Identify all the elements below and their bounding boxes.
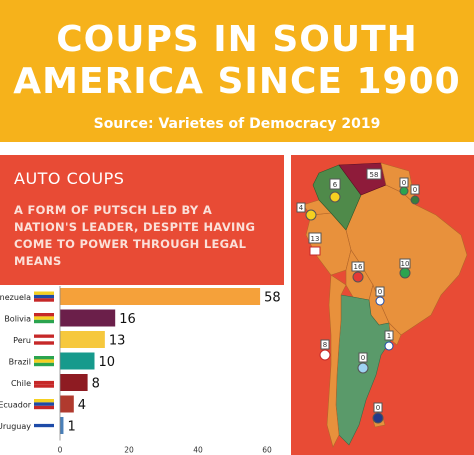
map-marker-bolivia: 16 — [351, 261, 365, 283]
map-marker-brazil: 10 — [399, 258, 411, 279]
panel-title: AUTO COUPS — [14, 169, 125, 188]
flag-icon — [34, 377, 54, 381]
x-tick-label: 20 — [124, 446, 134, 455]
map-land-guianas — [380, 162, 417, 206]
flag-icon — [34, 362, 54, 367]
data-label: 16 — [119, 312, 136, 327]
flag-icon — [34, 399, 54, 403]
flag-icon — [34, 423, 54, 428]
svg-text:0: 0 — [361, 354, 365, 362]
bar — [60, 417, 64, 434]
x-tick-label: 0 — [58, 446, 63, 455]
source-text: Source: Varietes of Democracy 2019 — [93, 116, 381, 132]
x-tick-label: 40 — [193, 446, 203, 455]
svg-text:1: 1 — [387, 332, 391, 340]
flag-icon — [34, 405, 54, 410]
header-banner: COUPS IN SOUTH AMERICA SINCE 1900 Source… — [0, 0, 474, 142]
flag-icon — [34, 337, 54, 342]
svg-text:13: 13 — [311, 235, 320, 243]
flag-icon — [34, 359, 54, 363]
bar-chart: Venezuela58Bolivia16Peru13Brazil10Chile8… — [0, 283, 284, 455]
bar-chart-svg: Venezuela58Bolivia16Peru13Brazil10Chile8… — [0, 286, 281, 455]
bar — [60, 288, 261, 305]
flag-icon — [34, 291, 54, 295]
map-svg: 58 6 0 0 4 13 10 — [296, 162, 468, 448]
title-line-1: COUPS IN SOUTH — [56, 19, 418, 60]
panel-description: A FORM OF PUTSCH LED BY A NATION'S LEADE… — [14, 203, 256, 268]
flag-icon — [34, 334, 54, 338]
flag-icon — [34, 427, 54, 431]
category-label: Peru — [13, 336, 31, 345]
definition-panel: AUTO COUPS — [0, 155, 284, 285]
data-label: 13 — [109, 334, 126, 349]
category-label: Brazil — [9, 358, 31, 367]
data-label: 4 — [78, 398, 86, 413]
map-land-chile — [326, 274, 347, 448]
category-label: Chile — [11, 379, 31, 388]
category-label: Bolivia — [4, 315, 31, 324]
data-label: 10 — [99, 355, 116, 370]
data-label: 1 — [67, 420, 75, 435]
map-marker-peru: 13 — [308, 232, 322, 256]
flag-icon — [34, 380, 54, 385]
svg-text:0: 0 — [402, 179, 406, 187]
map-marker-argentina: 0 — [357, 352, 369, 374]
flag-icon — [34, 402, 54, 406]
flag-icon — [34, 420, 54, 424]
flag-icon — [34, 341, 54, 345]
category-label: Ecuador — [0, 401, 32, 410]
bar — [60, 395, 74, 413]
data-label: 58 — [264, 291, 281, 306]
svg-text:8: 8 — [323, 341, 327, 349]
map-marker-falklands: 0 — [372, 402, 384, 424]
bar — [60, 309, 116, 327]
map-marker-colombia: 6 — [329, 178, 341, 203]
category-label: Uruguay — [0, 422, 31, 431]
map-marker-suriname: 0 — [410, 184, 420, 205]
map-marker-uruguay: 1 — [384, 330, 394, 351]
title-line-2: AMERICA SINCE 1900 — [13, 61, 461, 102]
map-marker-chile: 8 — [319, 339, 331, 361]
map-marker-ecuador: 4 — [296, 202, 317, 221]
bar — [60, 331, 105, 348]
flag-icon — [34, 294, 54, 299]
data-label: 8 — [92, 377, 100, 392]
svg-text:10: 10 — [401, 260, 410, 268]
svg-text:4: 4 — [299, 204, 304, 212]
flag-icon — [34, 298, 54, 302]
map-marker-venezuela: 58 — [366, 168, 382, 180]
flag-icon — [34, 384, 54, 388]
map-marker-paraguay: 0 — [375, 286, 385, 306]
flag-icon — [34, 319, 54, 324]
bar — [60, 374, 88, 391]
flag-icon — [34, 313, 54, 317]
svg-text:0: 0 — [376, 404, 380, 412]
x-tick-label: 60 — [262, 446, 272, 455]
svg-text:0: 0 — [413, 186, 417, 194]
bar — [60, 352, 95, 370]
svg-text:0: 0 — [378, 288, 382, 296]
svg-text:6: 6 — [333, 181, 338, 189]
south-america-map: 58 6 0 0 4 13 10 — [291, 155, 474, 455]
svg-text:16: 16 — [354, 263, 363, 271]
map-marker-guyana: 0 — [399, 177, 409, 196]
flag-icon — [34, 356, 54, 360]
svg-text:58: 58 — [370, 171, 379, 179]
flag-icon — [34, 316, 54, 320]
category-label: Venezuela — [0, 293, 31, 302]
